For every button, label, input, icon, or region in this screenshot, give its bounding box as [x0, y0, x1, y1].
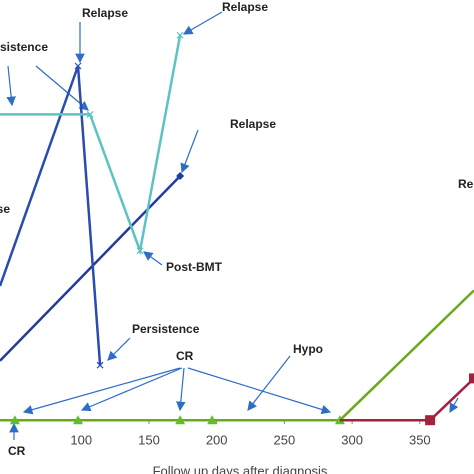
marker [86, 110, 94, 118]
x-axis-label: Follow up days after diagnosis [153, 463, 328, 474]
x-tick-label: 150 [138, 432, 160, 447]
annotation: Relapse [0, 202, 10, 216]
annotation: Relapse [222, 0, 268, 14]
annotation: Persistence [132, 322, 200, 336]
marker [176, 31, 184, 39]
marker [469, 373, 474, 384]
marker [74, 62, 82, 70]
series-line [0, 65, 102, 366]
annotation: CR [176, 349, 194, 363]
marker [207, 415, 218, 425]
annotation: Relapse [458, 177, 474, 191]
series-line [0, 175, 182, 362]
arrows [6, 11, 459, 440]
annotation: Relapse [82, 6, 128, 20]
marker [425, 415, 436, 426]
marker [96, 361, 104, 369]
x-tick-label: 300 [341, 432, 363, 447]
marker [136, 247, 144, 255]
x-tick-label: 200 [206, 432, 228, 447]
series-line [0, 289, 474, 422]
x-tick-label: 350 [409, 432, 431, 447]
annotation: Post-BMT [166, 260, 223, 274]
annotation: Hypo [293, 342, 323, 356]
marker [176, 172, 185, 180]
marker [175, 415, 186, 425]
annotation: CR [8, 444, 26, 458]
series-line [0, 34, 182, 256]
x-tick-label: 250 [274, 432, 296, 447]
marker [9, 415, 20, 425]
marker [73, 415, 84, 425]
annotation: Persistence [0, 40, 48, 54]
annotation: Relapse [230, 117, 276, 131]
x-tick-label: 100 [70, 432, 92, 447]
